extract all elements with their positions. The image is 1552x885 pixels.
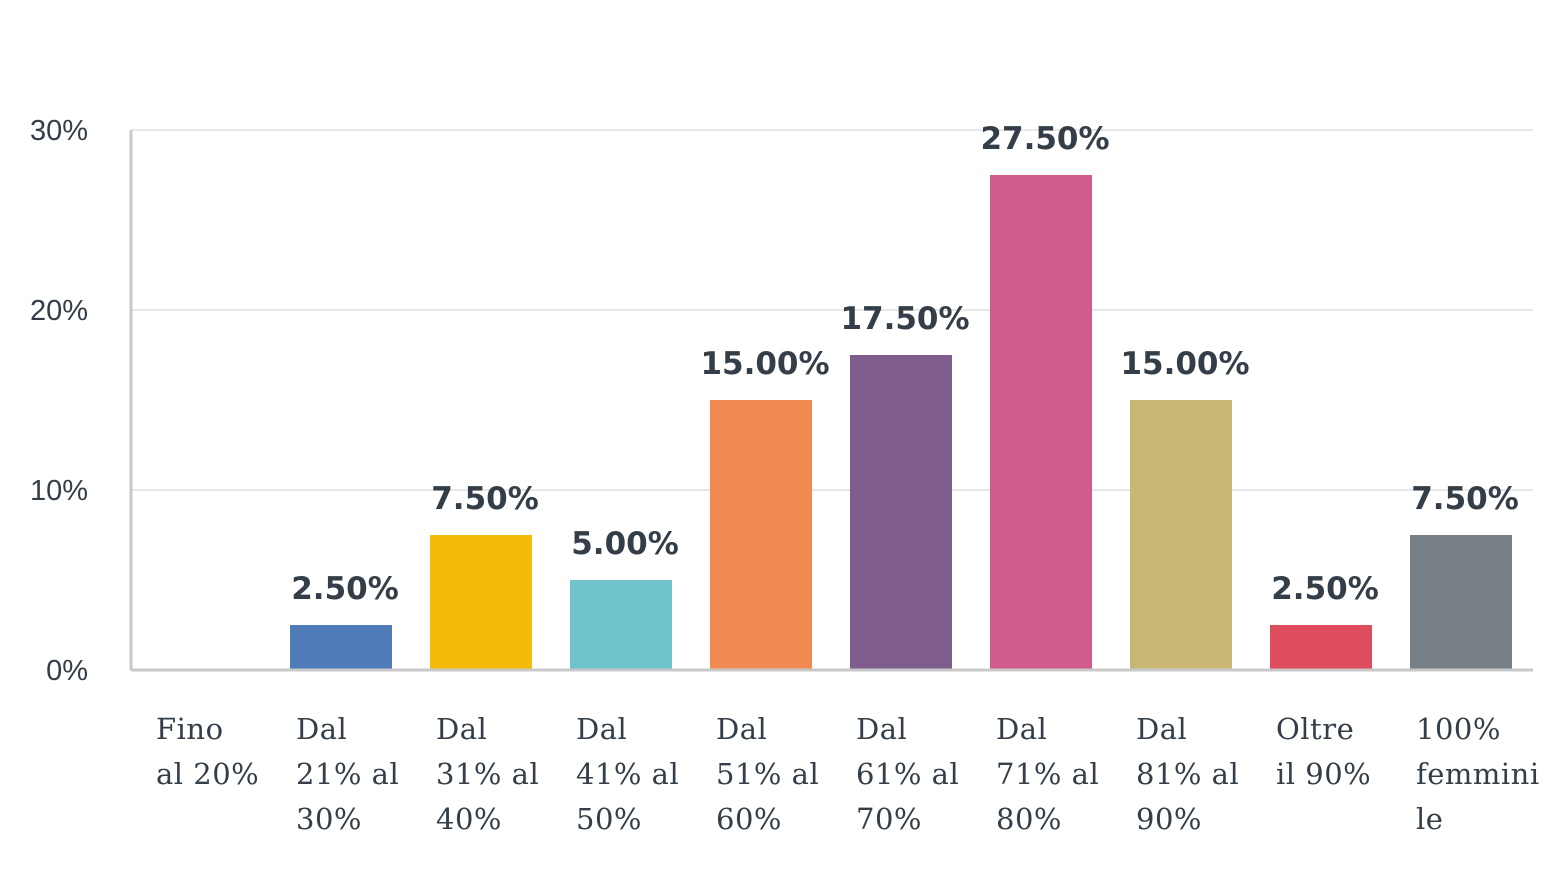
bar — [1270, 625, 1372, 670]
x-tick-label: Dal — [1136, 712, 1187, 746]
x-tick-label: 61% al — [856, 757, 959, 791]
bar — [850, 355, 952, 670]
axes — [129, 130, 1533, 672]
x-tick-label: Oltre — [1276, 712, 1354, 746]
data-label: 17.50% — [840, 301, 969, 337]
x-tick-label: 70% — [856, 802, 922, 836]
x-tick-label: 30% — [296, 802, 362, 836]
y-tick-label: 0% — [46, 655, 88, 687]
bars — [290, 175, 1512, 670]
gridlines — [131, 129, 1533, 491]
x-tick-label: le — [1416, 802, 1443, 836]
data-label: 7.50% — [1411, 481, 1519, 517]
x-tick-label: 40% — [436, 802, 502, 836]
bar — [710, 400, 812, 670]
y-tick-label: 30% — [30, 115, 88, 147]
data-label: 15.00% — [1120, 346, 1249, 382]
data-label: 7.50% — [431, 481, 539, 517]
x-tick-label: Dal — [436, 712, 487, 746]
data-label: 2.50% — [1271, 571, 1379, 607]
data-label: 2.50% — [291, 571, 399, 607]
x-tick-label: 50% — [576, 802, 642, 836]
bar — [430, 535, 532, 670]
y-tick-label: 10% — [30, 475, 88, 507]
x-tick-label: Dal — [296, 712, 347, 746]
x-tick-label: al 20% — [156, 757, 259, 791]
x-tick-label: 100% — [1416, 712, 1501, 746]
x-tick-label: 51% al — [716, 757, 819, 791]
y-axis-ticks: 0% 10% 20% 30% — [30, 115, 88, 687]
data-label: 27.50% — [980, 121, 1109, 157]
bar — [290, 625, 392, 670]
x-tick-label: Dal — [576, 712, 627, 746]
data-labels: 2.50% 7.50% 5.00% 15.00% 17.50% 27.50% 15.00% 2… — [291, 121, 1519, 607]
x-tick-label: 31% al — [436, 757, 539, 791]
x-tick-label: 80% — [996, 802, 1062, 836]
bar — [1130, 400, 1232, 670]
data-label: 5.00% — [571, 526, 679, 562]
x-tick-label: Dal — [996, 712, 1047, 746]
x-tick-label: il 90% — [1276, 757, 1371, 791]
y-tick-label: 20% — [30, 295, 88, 327]
x-tick-label: 60% — [716, 802, 782, 836]
bar — [570, 580, 672, 670]
x-axis-labels: Fino al 20% Dal 21% al 30% Dal 31% al 40% Dal 41%… — [156, 712, 1540, 836]
x-tick-label: Dal — [716, 712, 767, 746]
x-tick-label: 21% al — [296, 757, 399, 791]
x-tick-label: 71% al — [996, 757, 1099, 791]
bar — [990, 175, 1092, 670]
data-label: 15.00% — [700, 346, 829, 382]
x-tick-label: Fino — [156, 712, 224, 746]
x-tick-label: 41% al — [576, 757, 679, 791]
x-tick-label: 90% — [1136, 802, 1202, 836]
bar — [1410, 535, 1512, 670]
x-tick-label: 81% al — [1136, 757, 1239, 791]
x-tick-label: femmini — [1416, 757, 1540, 791]
x-tick-label: Dal — [856, 712, 907, 746]
